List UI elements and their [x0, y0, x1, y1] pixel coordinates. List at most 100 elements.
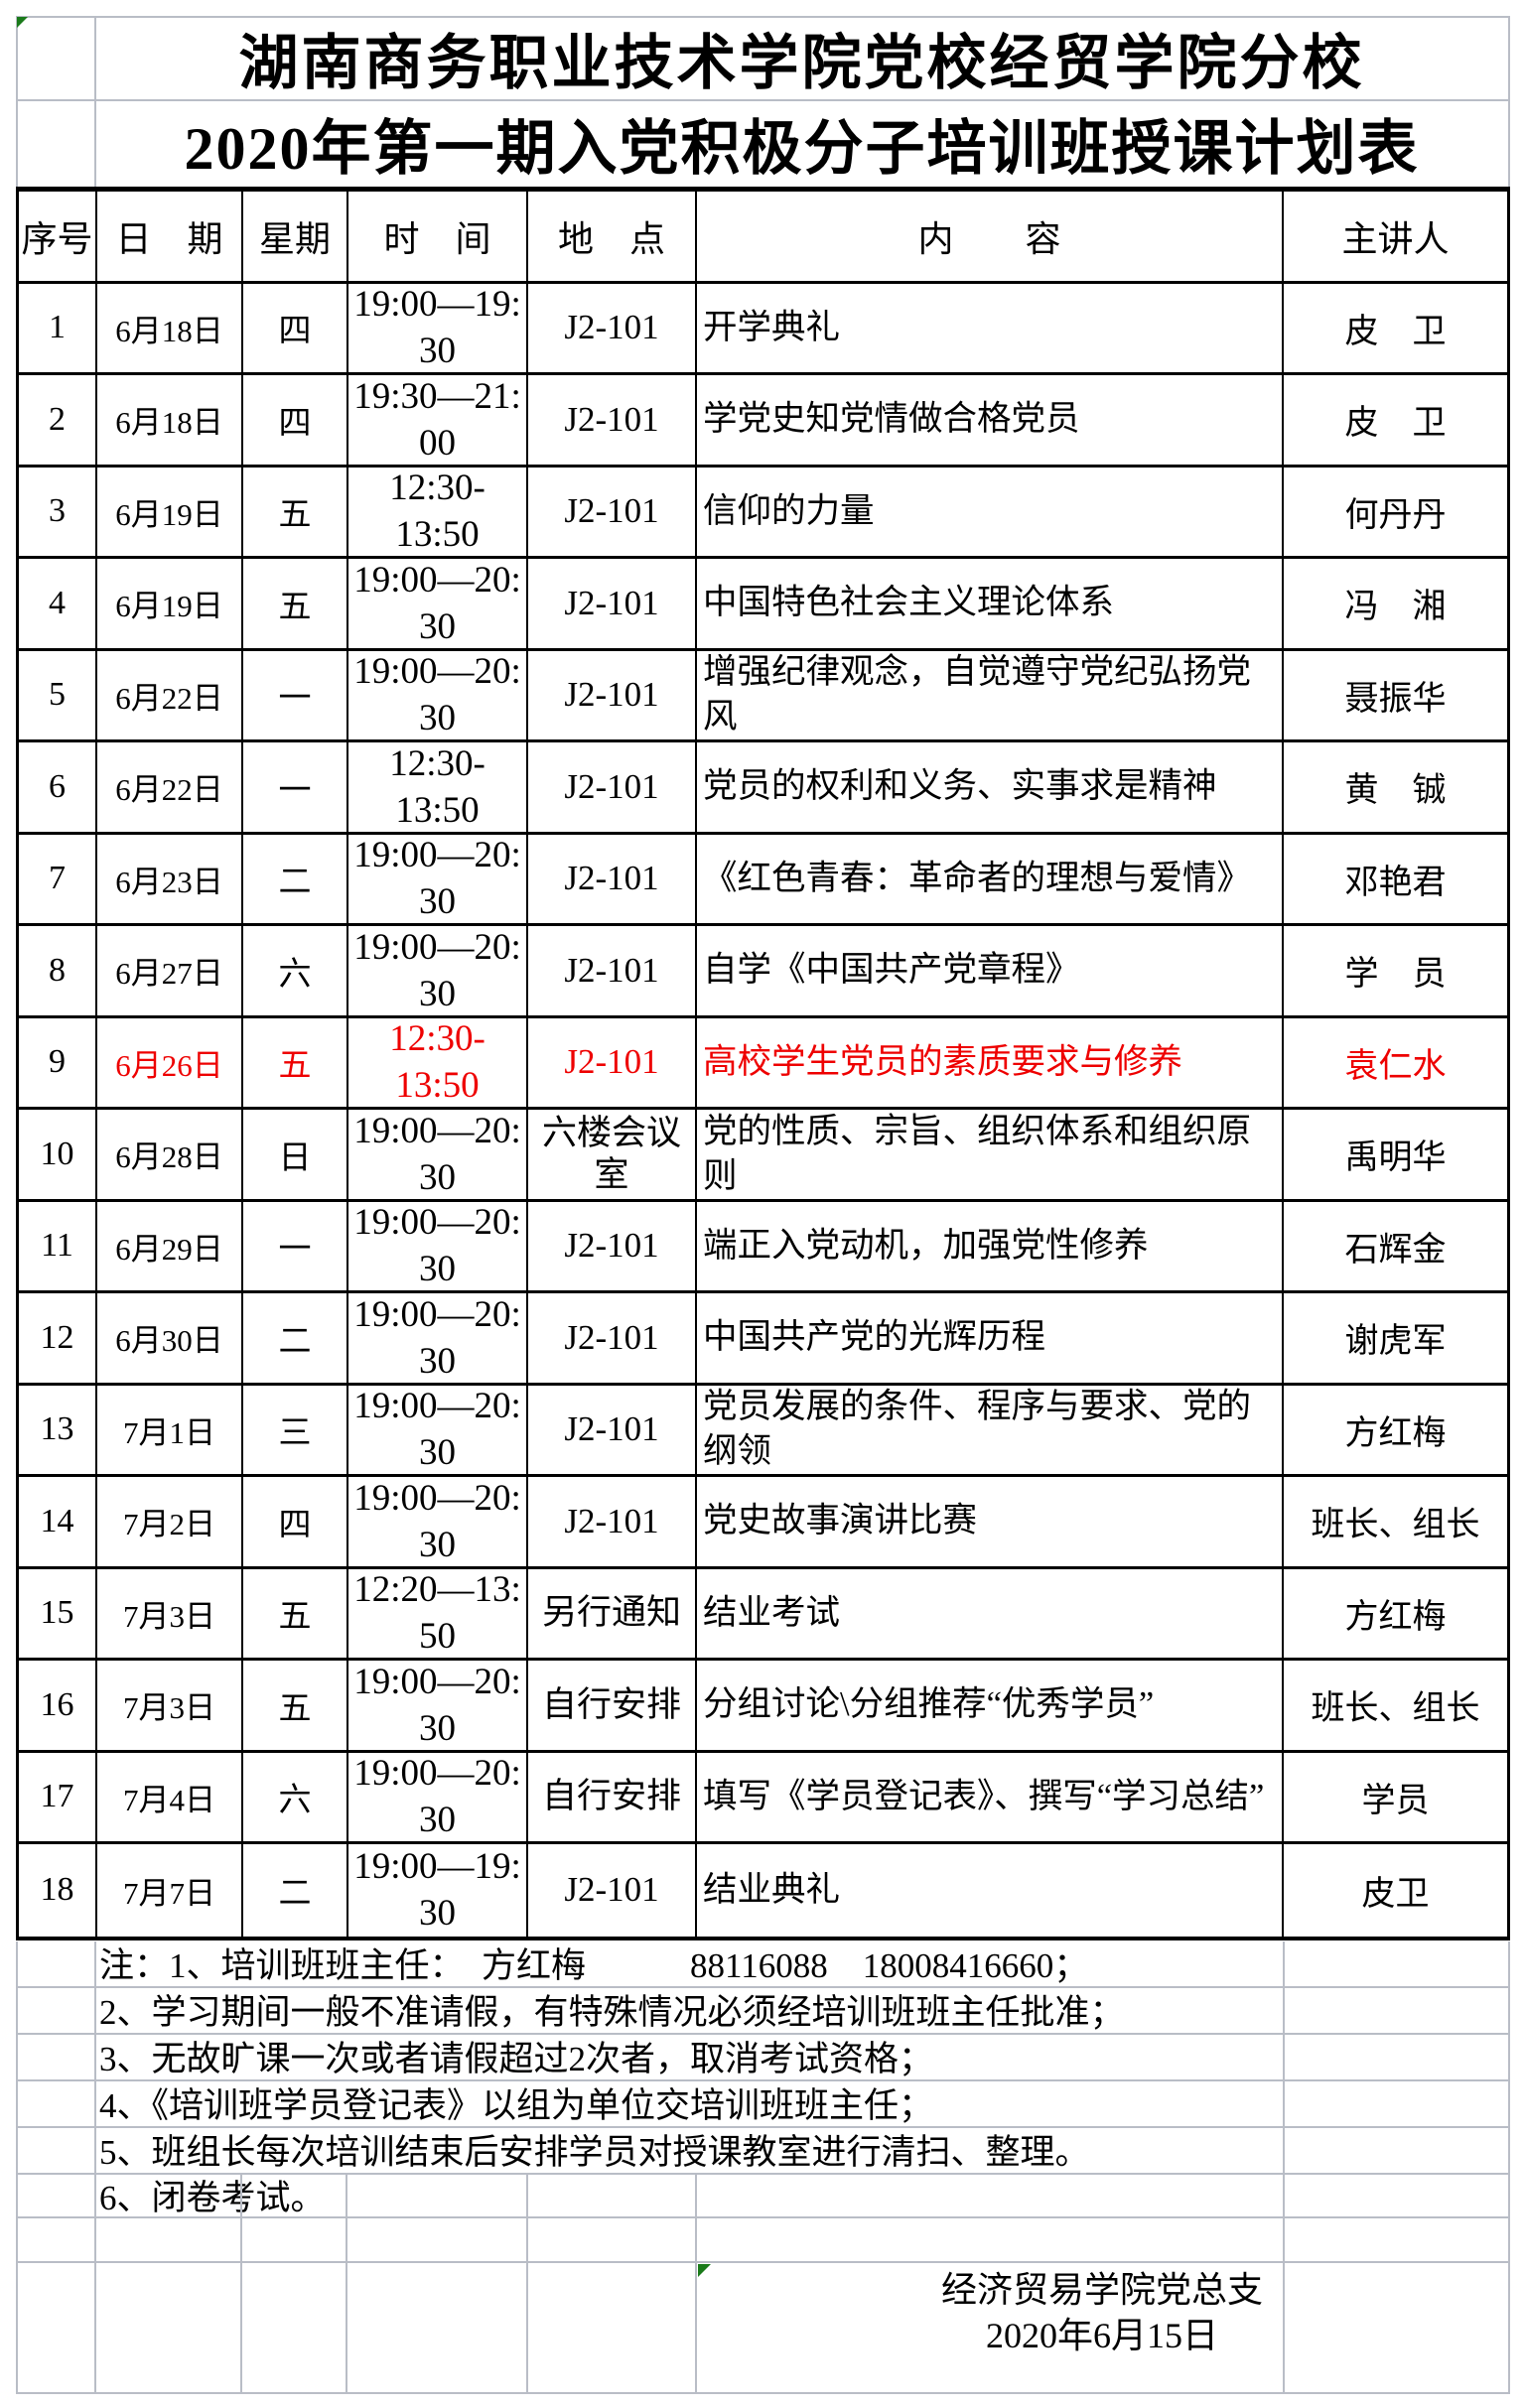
signature-org[interactable]: 经济贸易学院党总支	[940, 2270, 1263, 2310]
cell-weekday[interactable]: 四	[243, 375, 348, 468]
cell-content[interactable]: 增强纪律观念，自觉遵守党纪弘扬党风	[697, 650, 1284, 742]
cell-row-number[interactable]: 3	[19, 467, 97, 559]
header-time[interactable]: 时 间	[348, 192, 528, 284]
cell-row-number[interactable]: 7	[19, 834, 97, 926]
cell-content[interactable]: 《红色青春：革命者的理想与爱情》	[697, 834, 1284, 926]
cell-weekday[interactable]: 四	[243, 283, 348, 375]
cell-weekday[interactable]: 六	[243, 1752, 348, 1844]
cell-speaker[interactable]: 何丹丹	[1284, 468, 1507, 559]
cell-location[interactable]: J2-101	[528, 1017, 697, 1110]
cell-row-number[interactable]: 9	[19, 1017, 97, 1110]
cell-speaker[interactable]: 禹明华	[1284, 1110, 1507, 1202]
cell-date[interactable]: 6月18日	[97, 283, 243, 375]
cell-date[interactable]: 6月22日	[97, 650, 243, 742]
cell-weekday[interactable]: 日	[243, 1110, 348, 1202]
cell-time[interactable]: 12:20—13: 50	[348, 1568, 528, 1661]
cell-date[interactable]: 7月3日	[97, 1568, 243, 1661]
cell-weekday[interactable]: 一	[243, 1201, 348, 1293]
cell-speaker[interactable]: 方红梅	[1284, 1386, 1507, 1477]
cell-row-number[interactable]: 10	[19, 1110, 97, 1202]
header-content[interactable]: 内 容	[697, 192, 1284, 284]
cell-date[interactable]: 6月28日	[97, 1110, 243, 1202]
cell-row-number[interactable]: 15	[19, 1568, 97, 1661]
cell-content[interactable]: 自学《中国共产党章程》	[697, 926, 1284, 1018]
note-line[interactable]: 6、闭卷考试。	[99, 2178, 326, 2217]
cell-time[interactable]: 12:30- 13:50	[348, 467, 528, 559]
cell-row-number[interactable]: 4	[19, 559, 97, 651]
cell-location[interactable]: J2-101	[528, 1201, 697, 1293]
cell-location[interactable]: 自行安排	[528, 1752, 697, 1844]
cell-weekday[interactable]: 四	[243, 1477, 348, 1569]
cell-row-number[interactable]: 18	[19, 1844, 97, 1937]
cell-speaker[interactable]: 方红梅	[1284, 1569, 1507, 1661]
cell-location[interactable]: 自行安排	[528, 1661, 697, 1753]
cell-time[interactable]: 19:00—20: 30	[348, 1661, 528, 1753]
cell-date[interactable]: 6月23日	[97, 834, 243, 926]
cell-time[interactable]: 19:00—20: 30	[348, 1110, 528, 1202]
cell-content[interactable]: 党史故事演讲比赛	[697, 1477, 1284, 1569]
cell-date[interactable]: 6月27日	[97, 926, 243, 1018]
cell-time[interactable]: 19:00—19: 30	[348, 283, 528, 375]
header-no[interactable]: 序号	[19, 192, 97, 284]
cell-date[interactable]: 7月3日	[97, 1661, 243, 1753]
cell-date[interactable]: 7月7日	[97, 1844, 243, 1937]
cell-content[interactable]: 学党史知党情做合格党员	[697, 375, 1284, 468]
header-weekday[interactable]: 星期	[243, 192, 348, 284]
cell-time[interactable]: 19:00—20: 30	[348, 650, 528, 742]
cell-row-number[interactable]: 2	[19, 375, 97, 468]
cell-content[interactable]: 信仰的力量	[697, 467, 1284, 559]
cell-location[interactable]: J2-101	[528, 375, 697, 468]
cell-speaker[interactable]: 聂振华	[1284, 651, 1507, 742]
cell-content[interactable]: 开学典礼	[697, 283, 1284, 375]
cell-row-number[interactable]: 12	[19, 1293, 97, 1386]
cell-row-number[interactable]: 6	[19, 742, 97, 835]
cell-row-number[interactable]: 14	[19, 1477, 97, 1569]
cell-speaker[interactable]: 皮 卫	[1284, 284, 1507, 375]
cell-weekday[interactable]: 一	[243, 742, 348, 835]
cell-time[interactable]: 19:00—20: 30	[348, 1385, 528, 1477]
note-line[interactable]: 4、《培训班学员登记表》以组为单位交培训班班主任；	[99, 2086, 934, 2125]
cell-date[interactable]: 6月30日	[97, 1293, 243, 1386]
cell-speaker[interactable]: 黄 铖	[1284, 742, 1507, 835]
cell-weekday[interactable]: 五	[243, 1568, 348, 1661]
cell-date[interactable]: 6月18日	[97, 375, 243, 468]
cell-date[interactable]: 6月19日	[97, 467, 243, 559]
cell-weekday[interactable]: 一	[243, 650, 348, 742]
cell-time[interactable]: 12:30- 13:50	[348, 742, 528, 835]
cell-location[interactable]: J2-101	[528, 742, 697, 835]
header-date[interactable]: 日 期	[97, 192, 243, 284]
cell-date[interactable]: 6月29日	[97, 1201, 243, 1293]
cell-time[interactable]: 19:00—20: 30	[348, 559, 528, 651]
cell-location[interactable]: J2-101	[528, 283, 697, 375]
cell-speaker[interactable]: 谢虎军	[1284, 1293, 1507, 1386]
cell-speaker[interactable]: 邓艳君	[1284, 835, 1507, 926]
cell-row-number[interactable]: 13	[19, 1385, 97, 1477]
cell-content[interactable]: 党员的权利和义务、实事求是精神	[697, 742, 1284, 835]
cell-speaker[interactable]: 学员	[1284, 1753, 1507, 1844]
cell-weekday[interactable]: 六	[243, 926, 348, 1018]
cell-time[interactable]: 12:30- 13:50	[348, 1017, 528, 1110]
cell-speaker[interactable]: 班长、组长	[1284, 1477, 1507, 1569]
cell-content[interactable]: 中国特色社会主义理论体系	[697, 559, 1284, 651]
cell-weekday[interactable]: 五	[243, 559, 348, 651]
note-line[interactable]: 注：1、培训班班主任： 方红梅 88116088 18008416660；	[99, 1946, 1089, 1985]
cell-time[interactable]: 19:00—20: 30	[348, 1293, 528, 1386]
cell-content[interactable]: 党员发展的条件、程序与要求、党的纲领	[697, 1385, 1284, 1477]
cell-time[interactable]: 19:00—20: 30	[348, 834, 528, 926]
cell-weekday[interactable]: 三	[243, 1385, 348, 1477]
cell-row-number[interactable]: 16	[19, 1661, 97, 1753]
cell-time[interactable]: 19:00—20: 30	[348, 1752, 528, 1844]
cell-location[interactable]: J2-101	[528, 559, 697, 651]
cell-row-number[interactable]: 5	[19, 650, 97, 742]
cell-weekday[interactable]: 五	[243, 1017, 348, 1110]
cell-location[interactable]: J2-101	[528, 467, 697, 559]
cell-weekday[interactable]: 二	[243, 834, 348, 926]
cell-date[interactable]: 6月19日	[97, 559, 243, 651]
cell-time[interactable]: 19:00—20: 30	[348, 1477, 528, 1569]
cell-speaker[interactable]: 皮 卫	[1284, 375, 1507, 468]
cell-location[interactable]: J2-101	[528, 834, 697, 926]
cell-location[interactable]: J2-101	[528, 1385, 697, 1477]
note-line[interactable]: 5、班组长每次培训结束后安排学员对授课教室进行清扫、整理。	[99, 2133, 1090, 2172]
cell-location[interactable]: J2-101	[528, 926, 697, 1018]
sheet-title[interactable]: 湖南商务职业技术学院党校经贸学院分校	[238, 30, 1365, 96]
